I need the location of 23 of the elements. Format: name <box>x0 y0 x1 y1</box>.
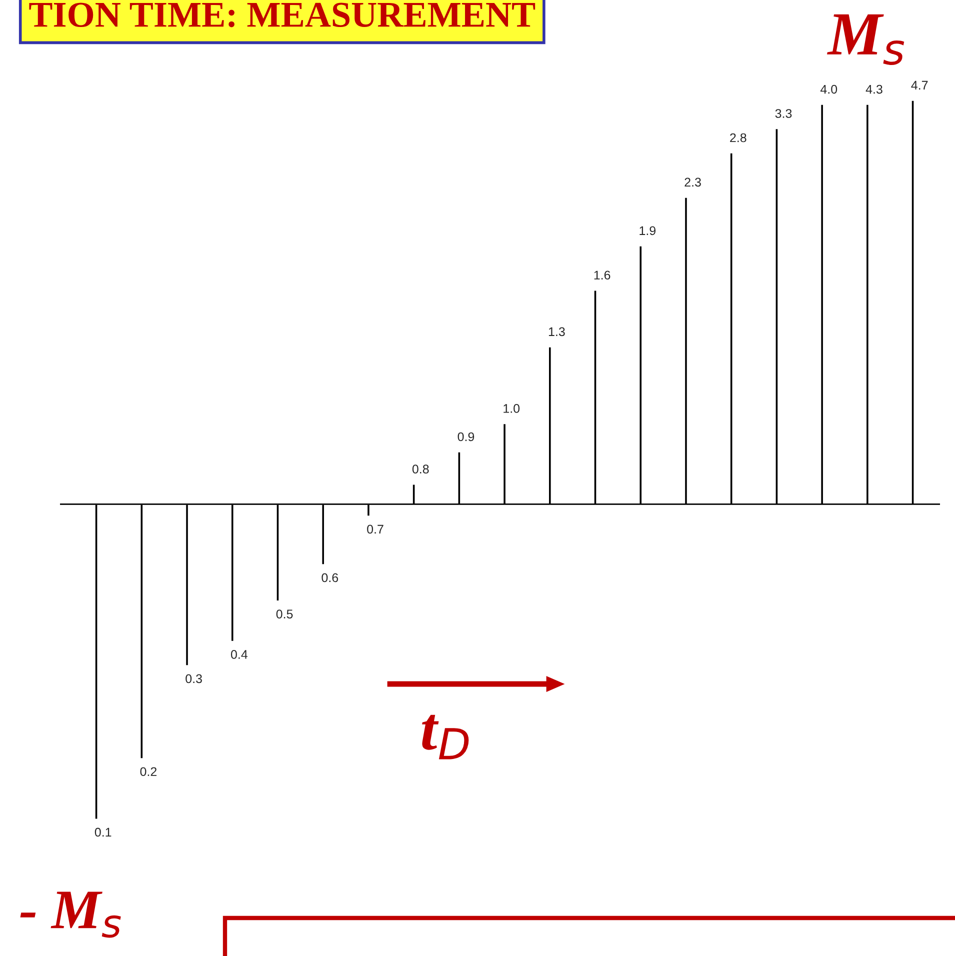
x-tick-label: 0.8 <box>412 464 429 474</box>
x-tick-label: 1.3 <box>548 327 565 336</box>
x-tick-label: 4.0 <box>820 84 838 94</box>
x-tick-label: 0.7 <box>367 524 384 534</box>
x-tick-label: 2.3 <box>684 178 701 187</box>
x-tick-label: 0.2 <box>140 767 157 776</box>
x-tick-label: 1.0 <box>504 404 520 413</box>
text: - M$_{s}$ <box>20 892 121 938</box>
x-tick-label: 3.3 <box>775 109 792 118</box>
x-tick-label: 0.1 <box>94 828 112 837</box>
x-tick-label: 0.5 <box>276 610 293 618</box>
chart-title: TION TIME: MEASUREMENT <box>29 2 536 28</box>
annotation: t$_{D}$ <box>422 714 469 760</box>
x-tick-label: 4.7 <box>911 80 928 90</box>
text: M$_{s}$ <box>827 14 904 66</box>
x-tick-label: 0.4 <box>230 650 248 659</box>
x-tick-label: 2.8 <box>730 133 746 142</box>
x-tick-label: 4.3 <box>866 84 882 94</box>
x-tick-label: 1.6 <box>594 270 610 280</box>
x-tick-label: 0.9 <box>458 432 474 442</box>
x-tick-label: 0.3 <box>186 674 202 684</box>
x-tick-label: 1.9 <box>640 226 656 236</box>
x-tick-label: 0.6 <box>322 573 338 582</box>
